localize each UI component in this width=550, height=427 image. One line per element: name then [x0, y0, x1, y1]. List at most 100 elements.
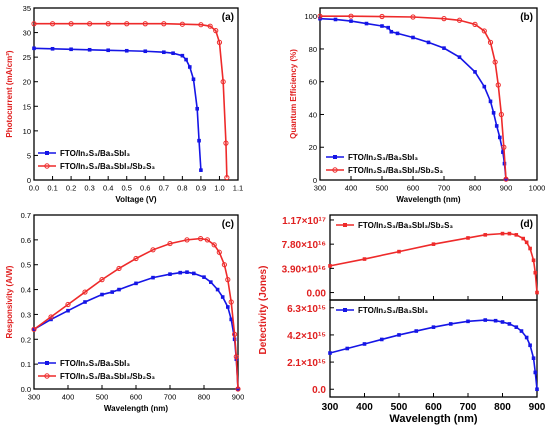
data-point [495, 82, 501, 88]
panel-label: (d) [520, 219, 533, 230]
series-line [320, 15, 507, 180]
data-point [133, 255, 139, 262]
legend-label: FTO/In₂S₃/Ba₃SbI₃ [348, 153, 418, 162]
x-tick-label: 900 [232, 393, 245, 402]
data-point [521, 236, 525, 241]
y-axis-label: Photocurrent (mA/cm²) [5, 50, 14, 137]
x-tick-label: 600 [130, 393, 143, 402]
data-point [362, 257, 367, 261]
data-point [151, 275, 155, 280]
data-point [150, 247, 156, 253]
data-point [49, 21, 56, 27]
y-tick-label: 25 [23, 53, 31, 62]
data-point [220, 79, 226, 85]
x-tick-label: 500 [96, 393, 109, 402]
data-point [198, 236, 204, 242]
y-tick-label: 15 [23, 102, 31, 111]
series-red [317, 13, 509, 182]
x-tick-label: 300 [322, 402, 339, 413]
data-point [134, 281, 138, 286]
data-point [66, 308, 70, 313]
data-point [198, 22, 204, 28]
data-point [221, 262, 227, 268]
data-point [364, 21, 369, 26]
x-tick-label: 300 [28, 393, 41, 402]
data-point [492, 59, 498, 65]
data-point [184, 57, 188, 62]
y-tick-label: 0 [313, 176, 317, 185]
data-point [528, 343, 532, 348]
data-point [448, 322, 453, 326]
data-point [161, 21, 167, 27]
data-point [466, 319, 470, 324]
x-tick-label: 800 [469, 184, 482, 193]
y-tick-label: 0.0 [312, 385, 326, 396]
y-tick-label: 0.1 [21, 360, 31, 369]
series-blue [328, 318, 539, 392]
legend-marker [44, 163, 50, 169]
data-point [500, 231, 505, 236]
y-tick-label: 0 [27, 176, 31, 185]
data-point [472, 21, 478, 27]
data-point [500, 320, 505, 324]
panel-b-quantum-efficiency: 300 400 500 600 700 800 900 1000 0 20 40 60 80 100 Wav… [289, 7, 545, 204]
data-point [116, 265, 122, 272]
panel-label: (a) [222, 12, 234, 23]
legend-label: FTO/In₂S₃/Ba₃SbI₃/Sb₂S₃ [358, 221, 453, 230]
data-point [216, 39, 223, 46]
data-point [533, 370, 538, 375]
legend-marker [45, 151, 49, 155]
data-point [456, 17, 463, 23]
data-point [220, 295, 225, 299]
data-point [213, 28, 219, 34]
data-point [328, 351, 332, 355]
panel-c-responsivity: 300 400 500 600 700 800 900 0.0 0.1 0.2 0.3 0.4 0.5 0… [5, 211, 244, 413]
data-point [117, 287, 121, 292]
data-point [535, 387, 539, 392]
data-point [348, 13, 354, 19]
x-tick-label: 400 [345, 184, 358, 193]
y-tick-label: 30 [23, 29, 31, 38]
data-point [431, 242, 436, 246]
data-point [507, 231, 512, 236]
data-point [178, 270, 182, 275]
y-tick-label: 20 [309, 143, 317, 152]
data-point [333, 17, 338, 22]
data-point [533, 270, 538, 275]
data-point [87, 47, 92, 52]
data-point [411, 35, 415, 40]
data-point [110, 290, 114, 294]
y-tick-label: 0.6 [21, 236, 31, 245]
legend-label: FTO/In₂S₃/Ba₃SbI₃/Sb₂S₃ [60, 162, 155, 171]
data-point [410, 14, 416, 20]
y-tick-label: 5 [27, 151, 31, 160]
data-point [481, 28, 487, 34]
x-axis-label: Wavelength (nm) [396, 195, 460, 204]
data-point [229, 317, 233, 322]
panel-d-top-subplot: 0.00 3.90×10¹⁶ 7.80×10¹⁶ 1.17×10¹⁷ FTO/In₂S₃… [282, 214, 539, 301]
series-line [34, 22, 228, 178]
y-axis-label: Responsivity (A/W) [5, 265, 14, 338]
data-point [524, 335, 529, 340]
data-point [491, 111, 496, 115]
data-point [395, 31, 400, 36]
data-point [488, 99, 493, 104]
data-point [171, 51, 175, 56]
data-point [184, 237, 190, 243]
x-tick-label: 0.6 [140, 184, 150, 193]
data-point [211, 242, 217, 248]
y-axis-label: Detectivity (Jones) [258, 266, 269, 355]
data-point [124, 48, 129, 53]
y-axis-label: Quantum Efficiency (%) [289, 49, 298, 139]
x-tick-label: 1.0 [214, 184, 224, 193]
data-point [180, 53, 185, 58]
legend-marker [343, 308, 347, 312]
data-point [483, 233, 488, 237]
x-tick-label: 1.1 [233, 184, 243, 193]
x-tick-label: 0.5 [122, 184, 132, 193]
data-point [187, 65, 192, 69]
y-tick-label: 20 [23, 78, 31, 87]
data-point [68, 21, 74, 27]
data-point [235, 386, 241, 392]
